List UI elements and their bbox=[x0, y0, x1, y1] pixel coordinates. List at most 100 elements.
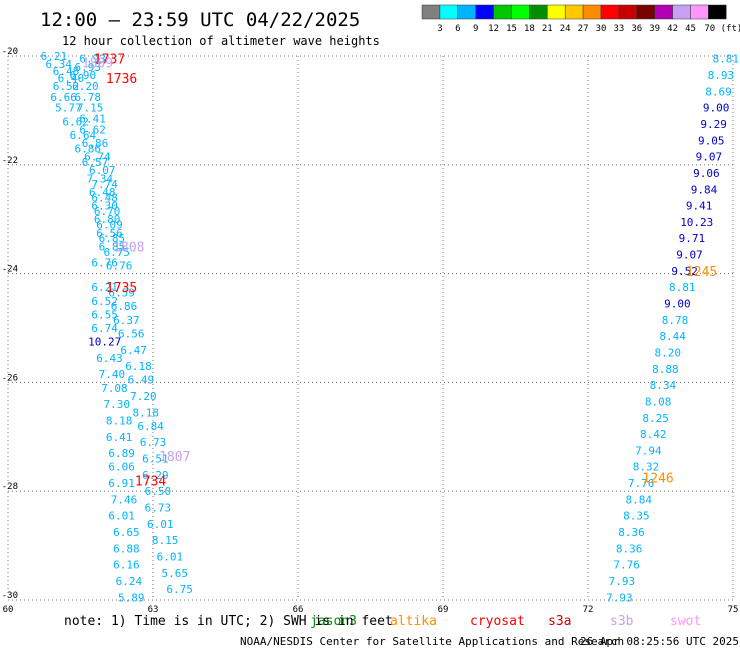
legend: jason3 altika cryosat s3a s3b swot bbox=[310, 614, 701, 629]
wave-height-label-s3b: 6.09 bbox=[96, 219, 123, 232]
wave-height-label-altika: 8.78 bbox=[662, 314, 689, 327]
wave-height-label-s3b: 6.20 bbox=[72, 80, 99, 93]
pass-time-label: 1736 bbox=[106, 72, 137, 87]
wave-height-label-s3b: 6.85 bbox=[99, 232, 126, 245]
wave-height-label-s3b: 6.49 bbox=[128, 374, 155, 387]
wave-height-label-cryosat: 6.65 bbox=[113, 526, 140, 539]
wave-height-label-cryosat: 6.43 bbox=[96, 352, 123, 365]
x-tick-label: 69 bbox=[438, 605, 449, 615]
footer-note: note: 1) Time is in UTC; 2) SWH is in fe… bbox=[64, 614, 393, 629]
color-scale-label: 24 bbox=[560, 24, 571, 34]
wave-height-label-altika: 9.00 bbox=[664, 298, 691, 311]
color-swatch bbox=[475, 4, 494, 20]
wave-height-label-s3b: 6.86 bbox=[111, 300, 138, 313]
wave-height-label-s3b: 6.56 bbox=[118, 327, 145, 340]
wave-height-label-cryosat: 6.21 bbox=[91, 281, 118, 294]
wave-height-label-s3b: 6.90 bbox=[70, 69, 97, 82]
color-scale-label: 3 bbox=[437, 24, 442, 34]
wave-height-label-s3b: 6.70 bbox=[94, 205, 121, 218]
wave-height-label-altika: 8.81 bbox=[713, 53, 740, 66]
wave-height-label-s3b: 6.50 bbox=[145, 485, 172, 498]
wave-height-label-cryosat: 7.30 bbox=[104, 398, 131, 411]
wave-height-label-altika: 8.32 bbox=[633, 461, 660, 474]
wave-height-label-s3b: 6.78 bbox=[75, 91, 102, 104]
wave-height-label-cryosat: 5.89 bbox=[118, 591, 145, 604]
wave-height-label-s3b: 7.15 bbox=[77, 102, 104, 115]
legend-entry-cryosat: cryosat bbox=[470, 614, 525, 629]
wave-height-label-cryosat: 6.21 bbox=[41, 50, 68, 63]
wave-height-label-s3b: 6.75 bbox=[104, 246, 131, 259]
color-swatch bbox=[457, 4, 476, 20]
wave-height-label-s3b: 6.07 bbox=[89, 164, 116, 177]
wave-height-label-altika: 7.76 bbox=[613, 559, 640, 572]
x-tick-label: 75 bbox=[728, 605, 739, 615]
color-scale-label: 15 bbox=[506, 24, 517, 34]
wave-height-label-cryosat: 6.06 bbox=[108, 461, 135, 474]
wave-height-label-s3b: 7.74 bbox=[91, 178, 118, 191]
wave-height-label-cryosat: 6.86 bbox=[75, 142, 102, 155]
wave-height-label-cryosat: 6.52 bbox=[53, 80, 80, 93]
wave-height-label-altika: 8.69 bbox=[705, 85, 732, 98]
wave-height-label-cryosat: 7.40 bbox=[99, 368, 126, 381]
y-tick-label: -24 bbox=[2, 265, 18, 275]
legend-entry-altika: altika bbox=[390, 614, 437, 629]
wave-height-label-s3b: 6.01 bbox=[147, 518, 174, 531]
wave-height-label-altika: 8.36 bbox=[618, 526, 645, 539]
color-scale-label: 33 bbox=[613, 24, 624, 34]
color-swatch bbox=[654, 4, 673, 20]
wave-height-label-cryosat: 8.18 bbox=[106, 414, 133, 427]
color-scale-label: 42 bbox=[667, 24, 678, 34]
wave-height-label-altika: 8.25 bbox=[642, 412, 669, 425]
wave-height-label-s3b: 6.93 bbox=[79, 53, 106, 66]
color-scale-bar: 3 6 9 12 15 18 21 24 27 30 33 36 39 42 45 70 (ft) bbox=[421, 4, 740, 34]
wave-height-label-s3b: 6.47 bbox=[120, 344, 147, 357]
wave-height-label-cryosat: 6.16 bbox=[113, 559, 140, 572]
wave-height-label-altika: 7.94 bbox=[635, 444, 662, 457]
color-swatch bbox=[672, 4, 691, 20]
x-tick-label: 60 bbox=[3, 605, 14, 615]
wave-height-label-cryosat: 10.27 bbox=[88, 336, 121, 349]
wave-height-label-cryosat: 6.91 bbox=[108, 477, 135, 490]
color-scale-label: 12 bbox=[488, 24, 499, 34]
wave-height-label-altika: 9.52 bbox=[671, 265, 698, 278]
wave-height-label-cryosat: 7.08 bbox=[101, 382, 128, 395]
pass-time-label: 1737 bbox=[94, 53, 125, 68]
color-scale-label: 6 bbox=[455, 24, 460, 34]
pass-time-label: 1807 bbox=[159, 450, 190, 465]
wave-height-label-altika: 9.05 bbox=[698, 134, 725, 147]
wave-height-label-s3b: 6.62 bbox=[79, 123, 106, 136]
wave-height-label-cryosat: 6.01 bbox=[108, 510, 135, 523]
wave-height-label-altika: 7.93 bbox=[606, 591, 633, 604]
wave-height-label-cryosat: 7.34 bbox=[87, 172, 114, 185]
wave-height-label-s3b: 6.75 bbox=[166, 583, 193, 596]
wave-height-label-cryosat: 6.55 bbox=[91, 308, 118, 321]
wave-height-label-altika: 8.35 bbox=[623, 510, 650, 523]
color-scale-label: 45 bbox=[685, 24, 696, 34]
wave-height-label-s3b: 6.73 bbox=[140, 436, 167, 449]
wave-height-label-s3b: 6.93 bbox=[75, 61, 102, 74]
y-tick-label: -22 bbox=[2, 156, 18, 166]
wave-height-label-altika: 8.42 bbox=[640, 428, 667, 441]
color-swatch bbox=[636, 4, 655, 20]
y-tick-label: -26 bbox=[2, 373, 18, 383]
wave-height-label-cryosat: 6.56 bbox=[96, 227, 123, 240]
x-tick-label: 63 bbox=[148, 605, 159, 615]
wave-height-label-altika: 8.88 bbox=[652, 363, 679, 376]
wave-height-label-s3b: 6.76 bbox=[106, 259, 133, 272]
wave-height-label-cryosat: 6.57 bbox=[82, 156, 109, 169]
wave-height-label-altika: 9.06 bbox=[693, 167, 720, 180]
color-swatch bbox=[439, 4, 459, 20]
wave-height-label-s3b: 6.01 bbox=[157, 550, 184, 563]
wave-height-label-s3b: 6.41 bbox=[79, 113, 106, 126]
wave-height-label-altika: 9.41 bbox=[686, 200, 713, 213]
color-swatch bbox=[511, 4, 530, 20]
wave-height-label-s3b: 7.20 bbox=[130, 390, 157, 403]
y-tick-label: -20 bbox=[2, 47, 18, 57]
wave-height-label-cryosat: 6.85 bbox=[99, 240, 126, 253]
color-scale-label: 21 bbox=[542, 24, 553, 34]
wave-height-label-s3b: 6.59 bbox=[108, 287, 135, 300]
wave-height-label-altika: 9.71 bbox=[679, 232, 706, 245]
wave-height-label-s3b: 6.48 bbox=[91, 191, 118, 204]
wave-height-label-s3b: 8.15 bbox=[152, 534, 179, 547]
wave-height-label-altika: 8.93 bbox=[708, 69, 735, 82]
